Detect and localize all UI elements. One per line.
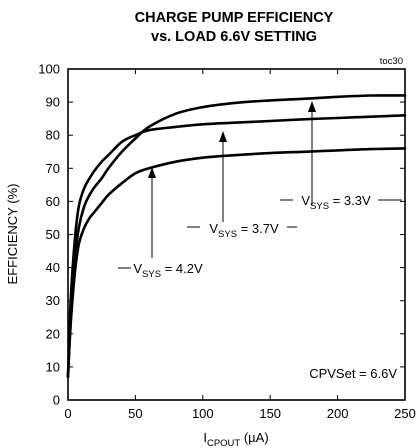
series-line-0 — [66, 94, 407, 379]
condition-label: CPVSet = 6.6V — [309, 366, 397, 381]
series-label-main: V — [133, 261, 142, 276]
series-label-vsys-4-2: VSYS = 4.2V — [133, 261, 203, 280]
y-tick-label: 40 — [46, 260, 60, 275]
y-tick-label: 10 — [46, 359, 60, 374]
chart-title-line2: vs. LOAD 6.6V SETTING — [151, 29, 317, 45]
x-axis-label-unit: (µA) — [240, 430, 268, 445]
series-label-value: = 3.7V — [237, 221, 279, 236]
series-label-vsys-3-3: VSYS = 3.3V — [301, 193, 371, 212]
x-axis-label-sub: CPOUT — [207, 438, 240, 448]
series-label-value: = 4.2V — [161, 261, 203, 276]
y-tick-label: 90 — [46, 95, 60, 110]
y-tick-label: 30 — [46, 293, 60, 308]
annotation-vsys-3-3: VSYS = 3.3V — [280, 101, 402, 212]
x-tick-label: 100 — [192, 406, 214, 421]
x-tick-label: 0 — [64, 406, 71, 421]
annotation-vsys-4-2: VSYS = 4.2V — [118, 167, 203, 280]
series-label-main: V — [301, 193, 310, 208]
series-label-sub: SYS — [310, 201, 329, 212]
x-tick-label: 200 — [327, 406, 349, 421]
chart-title-line1: CHARGE PUMP EFFICIENCY — [135, 10, 334, 26]
x-tick-label: 150 — [259, 406, 281, 421]
y-tick-label: 0 — [53, 393, 60, 408]
x-axis-label: ICPOUT (µA) — [203, 430, 268, 448]
data-series — [66, 94, 407, 379]
y-tick-label: 70 — [46, 161, 60, 176]
y-tick-label: 100 — [38, 62, 60, 77]
figure-id: toc30 — [380, 56, 403, 67]
y-axis-label: EFFICIENCY (%) — [5, 184, 20, 285]
series-label-sub: SYS — [142, 269, 161, 280]
series-label-main: V — [209, 221, 218, 236]
series-line-2 — [66, 147, 407, 379]
axis-ticks: 0 10 20 30 40 50 60 70 80 90 100 0 50 100 150 200 250 — [38, 62, 416, 422]
annotation-vsys-3-7: VSYS = 3.7V — [187, 131, 297, 240]
y-tick-label: 50 — [46, 227, 60, 242]
x-axis-label-main: I — [203, 430, 207, 445]
y-tick-label: 20 — [46, 326, 60, 341]
series-line-1 — [66, 114, 407, 379]
plot-frame — [67, 68, 406, 401]
x-tick-label: 50 — [128, 406, 142, 421]
y-tick-label: 60 — [46, 194, 60, 209]
series-label-sub: SYS — [218, 229, 237, 240]
series-label-value: = 3.3V — [329, 193, 371, 208]
x-tick-label: 250 — [394, 406, 416, 421]
y-tick-label: 80 — [46, 128, 60, 143]
series-label-vsys-3-7: VSYS = 3.7V — [209, 221, 279, 240]
